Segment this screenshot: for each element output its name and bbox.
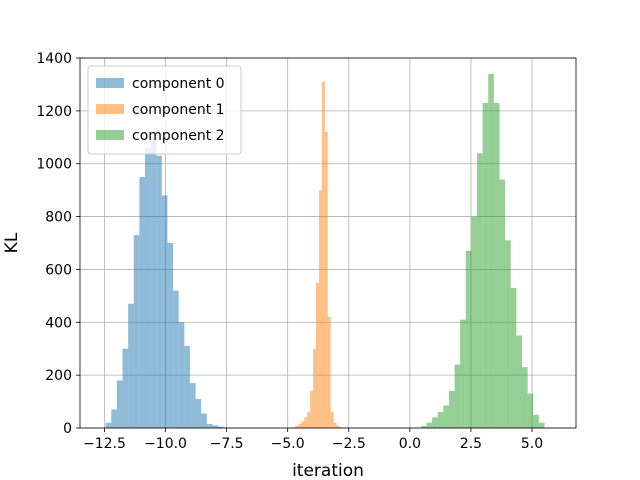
histogram-bar-series-2 (499, 179, 506, 428)
histogram-bar-series-2 (516, 335, 523, 428)
y-tick-label: 200 (45, 368, 72, 384)
legend-swatch (96, 130, 124, 140)
histogram-bar-series-1 (301, 421, 305, 428)
histogram-bar-series-0 (122, 348, 129, 428)
histogram-bar-series-0 (167, 243, 174, 428)
histogram-bar-series-1 (313, 348, 317, 428)
x-tick-label: 5.0 (521, 436, 543, 452)
histogram-bar-series-1 (333, 422, 337, 428)
histogram-bars (105, 73, 545, 429)
histogram-bar-series-0 (201, 413, 207, 428)
histogram-bar-series-0 (206, 424, 213, 428)
histogram-bar-series-2 (477, 153, 483, 428)
histogram-bar-series-2 (488, 73, 494, 428)
x-tick-label: 0.0 (399, 436, 421, 452)
histogram-bar-series-0 (133, 235, 140, 428)
histogram-bar-series-0 (139, 176, 145, 428)
histogram-bar-series-1 (318, 190, 322, 428)
histogram-bar-series-2 (443, 405, 449, 428)
histogram-bar-series-0 (173, 290, 179, 428)
histogram-bar-series-2 (460, 319, 466, 428)
histogram-bar-series-1 (324, 132, 328, 428)
histogram-bar-series-0 (111, 409, 117, 428)
histogram-bar-series-0 (144, 147, 151, 428)
legend: component 0 component 1 component 2 (87, 65, 242, 155)
histogram-bar-series-1 (304, 417, 308, 428)
histogram-bar-series-0 (105, 422, 112, 428)
y-tick-label: 400 (45, 315, 72, 331)
y-tick-label: 800 (45, 210, 72, 226)
histogram-bar-series-2 (420, 425, 427, 428)
histogram-bar-series-2 (471, 216, 478, 428)
histogram-bar-series-0 (195, 398, 202, 428)
histogram-bar-series-2 (505, 240, 511, 428)
histogram-bar-series-2 (482, 102, 489, 428)
histogram-bar-series-1 (298, 424, 302, 428)
x-tick-label: 2.5 (460, 436, 482, 452)
histogram-bar-series-0 (128, 303, 134, 428)
histogram-bar-series-2 (538, 422, 545, 428)
histogram-bar-series-2 (533, 414, 539, 428)
histogram-bar-series-1 (330, 412, 334, 428)
histogram-bar-series-0 (218, 426, 224, 428)
histogram-bar-series-2 (448, 391, 455, 428)
histogram-bar-series-2 (437, 412, 444, 428)
x-tick-label: −2.5 (332, 436, 366, 452)
histogram-bar-series-0 (212, 425, 219, 428)
histogram-bar-series-2 (426, 422, 433, 428)
histogram-bar-series-1 (295, 425, 299, 428)
histogram-bar-series-2 (522, 367, 528, 428)
histogram-bar-series-2 (493, 102, 500, 428)
histogram-bar-series-0 (116, 380, 123, 428)
histogram-bar-series-1 (321, 81, 325, 429)
histogram-bar-series-2 (465, 250, 472, 428)
histogram-bar-series-2 (454, 364, 461, 428)
x-tick-label: −5.0 (271, 436, 305, 452)
x-tick-label: −7.5 (210, 436, 244, 452)
y-tick-label: 600 (45, 262, 72, 278)
legend-swatch (96, 104, 124, 114)
histogram-bar-series-0 (156, 155, 162, 429)
legend-swatch (96, 78, 124, 88)
histogram-bar-series-1 (327, 317, 331, 428)
y-tick-label: 1000 (36, 157, 72, 173)
histogram-bar-series-2 (527, 393, 534, 428)
legend-entry-label: component 1 (132, 102, 225, 118)
histogram-bar-series-1 (316, 282, 319, 428)
histogram-bar-series-1 (307, 412, 311, 428)
histogram-bar-series-0 (150, 137, 157, 429)
histogram-bar-series-2 (510, 287, 517, 428)
y-axis-ticks: 0 200 400 600 800 1000 1200 1400 (36, 51, 80, 437)
x-tick-label: −10.0 (144, 436, 187, 452)
histogram-bar-series-2 (432, 417, 438, 428)
y-axis-label: KL (2, 232, 22, 253)
plot-frame (79, 57, 577, 429)
histogram-bar-series-0 (184, 346, 190, 428)
histogram-bar-series-0 (178, 322, 185, 428)
y-tick-label: 1400 (36, 51, 72, 67)
legend-entry-label: component 2 (132, 128, 225, 144)
histogram-bar-series-0 (161, 195, 168, 428)
y-tick-label: 1200 (36, 104, 72, 120)
legend-entry-label: component 0 (132, 76, 225, 92)
histogram-bar-series-1 (310, 391, 314, 428)
histogram-bar-series-0 (189, 383, 196, 428)
x-axis-ticks: −12.5 −10.0 −7.5 −5.0 −2.5 0.0 2.5 5.0 (83, 428, 543, 452)
y-tick-label: 0 (63, 421, 72, 437)
histogram-bar-series-1 (336, 425, 340, 428)
x-tick-label: −12.5 (83, 436, 126, 452)
x-axis-label: iteration (292, 461, 364, 480)
legend-box (87, 65, 242, 155)
